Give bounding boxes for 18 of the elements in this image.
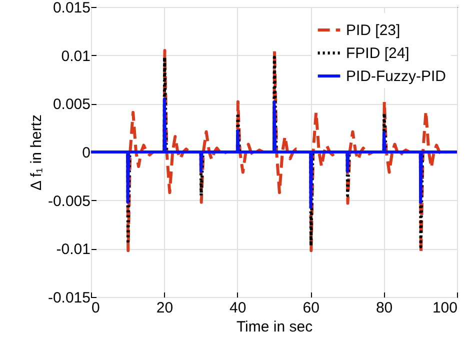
line-series	[91, 97, 457, 209]
x-tick-label: 40	[230, 300, 246, 316]
x-tick-label: 100	[432, 300, 458, 316]
x-tick-label: 20	[156, 300, 174, 316]
x-tick-label: 80	[376, 300, 393, 316]
y-tick-label: 0.01	[61, 48, 90, 65]
x-axis-title: Time in sec	[236, 318, 314, 336]
y-tick-label: 0.015	[52, 0, 90, 16]
y-tick-label: -0.005	[48, 192, 90, 210]
legend-label: PID [23]	[346, 22, 400, 39]
y-tick-label: -0.01	[56, 241, 90, 258]
y-tick-label: 0	[82, 144, 90, 162]
y-tick-label: 0.005	[52, 96, 90, 114]
x-tick-label: 60	[302, 300, 320, 316]
legend-label: PID-Fuzzy-PID	[346, 68, 446, 85]
y-axis-title: Δ f₁ in hertz	[28, 114, 45, 190]
y-tick-label: -0.015	[48, 290, 90, 306]
legend-label: FPID [24]	[346, 45, 410, 62]
